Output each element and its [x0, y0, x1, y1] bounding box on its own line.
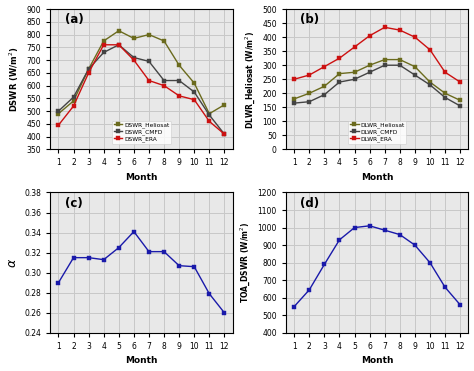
DSWR_CMFD: [191, 90, 197, 94]
DLWR_ERA: [427, 47, 433, 52]
DSWR_Heliosat: [221, 102, 227, 107]
Line: DLWR_CMFD: DLWR_CMFD: [292, 63, 462, 108]
X-axis label: Month: Month: [361, 357, 393, 365]
DSWR_Heliosat: [161, 39, 167, 43]
DLWR_ERA: [397, 28, 402, 32]
DLWR_CMFD: [292, 101, 297, 105]
DSWR_ERA: [86, 70, 91, 75]
DLWR_ERA: [306, 73, 312, 77]
Text: (b): (b): [301, 13, 319, 26]
DSWR_Heliosat: [55, 111, 61, 116]
DLWR_ERA: [412, 35, 418, 39]
DLWR_ERA: [367, 33, 373, 38]
DSWR_ERA: [191, 98, 197, 102]
Text: (a): (a): [65, 13, 83, 26]
Y-axis label: TOA_DSWR (W/m$^2$): TOA_DSWR (W/m$^2$): [238, 222, 252, 303]
Y-axis label: DSWR (W/m$^2$): DSWR (W/m$^2$): [8, 46, 21, 112]
Line: DSWR_Heliosat: DSWR_Heliosat: [56, 29, 227, 116]
DLWR_CMFD: [321, 92, 327, 97]
DLWR_Heliosat: [306, 91, 312, 95]
DLWR_ERA: [292, 77, 297, 82]
DLWR_Heliosat: [292, 97, 297, 101]
DLWR_CMFD: [337, 80, 342, 84]
DSWR_CMFD: [71, 95, 76, 99]
DSWR_CMFD: [101, 50, 107, 55]
DLWR_CMFD: [412, 73, 418, 77]
DLWR_Heliosat: [382, 58, 388, 62]
DSWR_CMFD: [55, 109, 61, 114]
Text: (d): (d): [301, 197, 319, 210]
DSWR_ERA: [71, 104, 76, 108]
DLWR_ERA: [382, 25, 388, 30]
DSWR_CMFD: [207, 113, 212, 117]
DSWR_CMFD: [176, 78, 182, 83]
DLWR_ERA: [337, 56, 342, 60]
DLWR_Heliosat: [442, 91, 448, 95]
DLWR_Heliosat: [337, 71, 342, 76]
DSWR_ERA: [176, 93, 182, 98]
DSWR_CMFD: [146, 59, 152, 63]
Line: DLWR_ERA: DLWR_ERA: [292, 25, 462, 84]
DLWR_Heliosat: [427, 80, 433, 84]
DSWR_ERA: [55, 123, 61, 127]
DLWR_CMFD: [306, 99, 312, 104]
DSWR_Heliosat: [131, 36, 137, 41]
DLWR_Heliosat: [397, 58, 402, 62]
DLWR_CMFD: [367, 70, 373, 75]
DLWR_ERA: [321, 65, 327, 69]
DSWR_CMFD: [86, 67, 91, 71]
Text: (c): (c): [65, 197, 82, 210]
DSWR_ERA: [101, 43, 107, 47]
DSWR_ERA: [131, 58, 137, 62]
Y-axis label: $\alpha$: $\alpha$: [6, 257, 18, 268]
DSWR_ERA: [207, 119, 212, 124]
DSWR_Heliosat: [146, 32, 152, 37]
DLWR_Heliosat: [457, 98, 463, 102]
DLWR_CMFD: [427, 83, 433, 87]
DLWR_Heliosat: [352, 70, 357, 75]
DLWR_ERA: [352, 45, 357, 49]
Line: DSWR_CMFD: DSWR_CMFD: [56, 43, 227, 136]
X-axis label: Month: Month: [361, 173, 393, 182]
DSWR_Heliosat: [176, 63, 182, 68]
Line: DLWR_Heliosat: DLWR_Heliosat: [292, 58, 462, 102]
DSWR_Heliosat: [207, 111, 212, 116]
DLWR_CMFD: [382, 63, 388, 68]
Line: DSWR_ERA: DSWR_ERA: [56, 43, 227, 136]
DSWR_CMFD: [221, 132, 227, 137]
DSWR_ERA: [161, 83, 167, 88]
DSWR_CMFD: [131, 55, 137, 60]
DLWR_CMFD: [457, 104, 463, 108]
DLWR_Heliosat: [321, 84, 327, 89]
DSWR_Heliosat: [191, 81, 197, 85]
DLWR_CMFD: [442, 95, 448, 100]
DSWR_Heliosat: [116, 29, 122, 33]
Legend: DSWR_Heliosat, DSWR_CMFD, DSWR_ERA: DSWR_Heliosat, DSWR_CMFD, DSWR_ERA: [112, 121, 171, 144]
DLWR_Heliosat: [412, 65, 418, 69]
DLWR_ERA: [457, 80, 463, 84]
DSWR_CMFD: [161, 78, 167, 83]
DLWR_ERA: [442, 70, 448, 75]
DLWR_Heliosat: [367, 63, 373, 68]
X-axis label: Month: Month: [125, 357, 158, 365]
DSWR_Heliosat: [86, 67, 91, 71]
DSWR_ERA: [146, 78, 152, 83]
DSWR_ERA: [116, 43, 122, 47]
Y-axis label: DLWR_Heliosat (W/m$^2$): DLWR_Heliosat (W/m$^2$): [243, 30, 257, 128]
Legend: DLWR_Heliosat, DLWR_CMFD, DLWR_ERA: DLWR_Heliosat, DLWR_CMFD, DLWR_ERA: [348, 121, 406, 144]
DSWR_ERA: [221, 132, 227, 137]
DSWR_Heliosat: [101, 39, 107, 43]
DSWR_CMFD: [116, 43, 122, 47]
DLWR_CMFD: [397, 63, 402, 68]
DSWR_Heliosat: [71, 99, 76, 103]
X-axis label: Month: Month: [125, 173, 158, 182]
DLWR_CMFD: [352, 77, 357, 82]
